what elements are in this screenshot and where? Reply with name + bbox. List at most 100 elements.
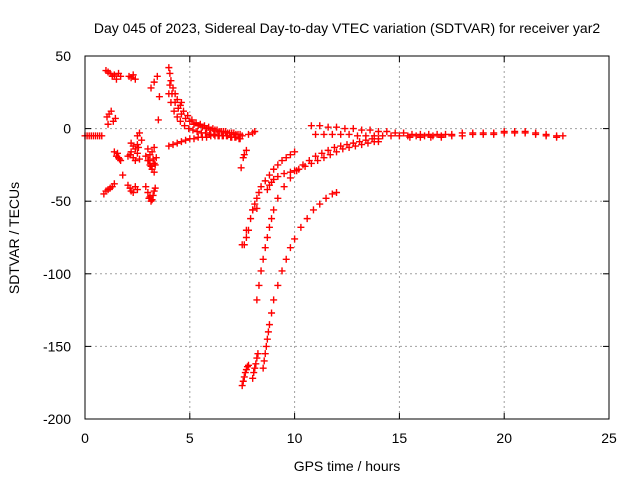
data-point [259,255,267,263]
data-point [370,132,378,140]
data-point [395,132,403,140]
data-point [542,132,550,140]
data-point [240,151,248,159]
data-point [144,145,152,153]
data-point [400,129,408,137]
data-point [149,155,157,163]
data-point [330,143,338,151]
data-point [374,128,382,136]
chart-title: Day 045 of 2023, Sidereal Day-to-day VTE… [94,20,600,36]
data-point [263,234,271,241]
data-point [263,186,271,194]
data-point [328,130,336,138]
data-point [224,132,232,140]
x-tick-label: 0 [81,430,89,446]
data-point [185,125,193,133]
data-point [366,126,374,134]
data-point [255,188,263,196]
data-point [251,200,259,208]
y-tick-label: 50 [55,48,71,64]
data-point [261,350,269,358]
data-point [333,188,341,196]
data-point [303,215,311,223]
data-point [110,71,118,79]
data-point [448,132,456,140]
data-point [261,244,269,252]
data-point [177,98,185,106]
data-point [182,136,190,144]
data-point [259,364,267,372]
data-point [291,167,299,175]
data-point [150,143,158,151]
data-point [490,130,498,138]
data-point [351,142,359,150]
data-point [333,148,341,156]
data-point [111,114,119,122]
data-point [142,183,150,191]
data-point [437,133,445,141]
data-point [249,206,257,214]
data-point [286,168,294,176]
data-point [312,152,320,160]
data-point [177,138,185,146]
data-point [391,129,399,137]
data-point [154,116,162,124]
data-point [274,281,282,289]
data-point [379,132,387,140]
data-point [203,125,211,133]
data-point [131,75,139,83]
data-point [412,132,420,140]
data-point [190,135,198,143]
data-point [181,122,189,130]
data-point [151,184,159,192]
data-point [147,84,155,92]
data-point [242,146,250,154]
data-point [362,132,370,140]
data-point [238,241,246,249]
y-tick-label: 0 [63,121,71,137]
data-point [286,151,294,159]
data-point [427,133,435,141]
data-point [173,113,181,121]
data-point [270,206,278,214]
data-point [253,354,261,362]
data-point [167,98,175,106]
data-point [145,157,153,165]
data-point [119,171,127,179]
y-axis-label: SDTVAR / TECUs [6,182,22,294]
data-point [270,165,278,173]
x-tick-label: 25 [601,430,617,446]
data-point [345,143,353,151]
data-point [282,154,290,162]
data-point [265,321,273,329]
data-point [202,129,210,137]
data-point [268,309,276,317]
data-point [186,117,194,125]
data-point [116,155,124,163]
data-point [316,200,324,208]
data-point [312,130,320,138]
data-point [138,136,146,144]
data-point [358,141,366,149]
data-point [316,122,324,130]
data-point [127,187,135,195]
y-tick-label: -100 [43,266,71,282]
data-point [314,157,322,165]
data-point [117,72,125,80]
data-point [282,255,290,263]
data-point [358,126,366,134]
data-point [112,75,120,83]
data-point [134,143,142,151]
data-point [324,123,332,131]
x-axis-label: GPS time / hours [294,458,401,474]
data-point [251,364,259,372]
data-point [255,281,263,289]
data-point [127,148,135,156]
data-point [131,145,139,153]
data-point [148,196,156,204]
data-point [131,157,139,165]
data-point [247,215,255,223]
data-point [166,81,174,89]
data-point [150,168,158,176]
data-point [249,374,257,382]
